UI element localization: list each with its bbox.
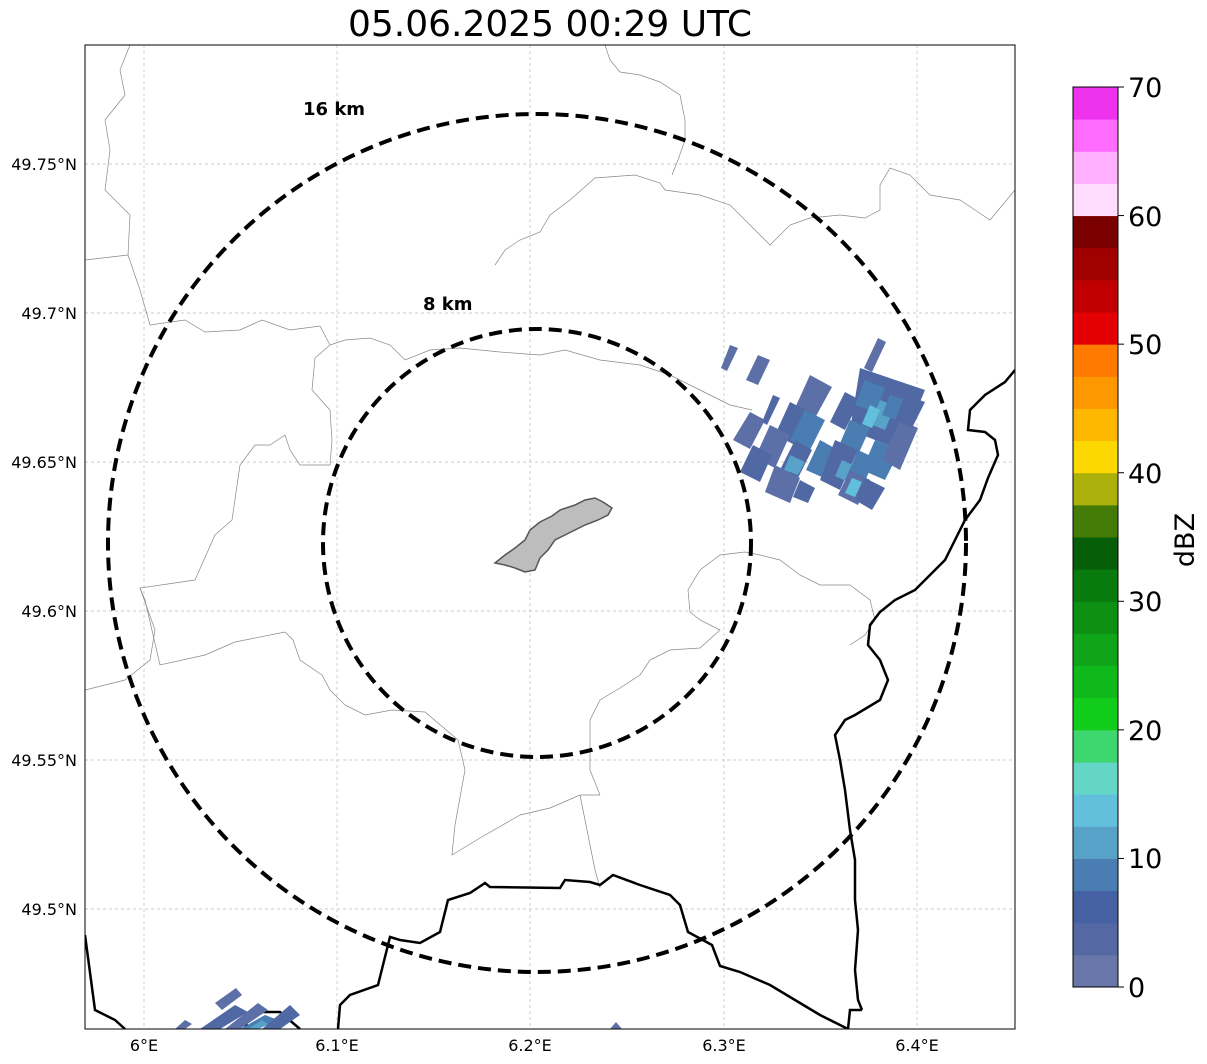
colorbar-segment [1073, 312, 1118, 345]
colorbar-segment [1073, 601, 1118, 634]
colorbar-segment [1073, 858, 1118, 892]
colorbar-tick-labels: 0 10 20 30 40 50 60 70 [1128, 73, 1162, 1004]
colorbar-segment [1073, 954, 1118, 988]
lon-tick-label: 6.3°E [702, 1036, 746, 1055]
colorbar-label: dBZ [1170, 513, 1201, 567]
radar-echoes-ne [721, 338, 925, 510]
colorbar-tick-label: 10 [1128, 844, 1162, 875]
colorbar-segment [1073, 890, 1118, 924]
colorbar-segment [1073, 537, 1118, 570]
chart-title: 05.06.2025 00:29 UTC [347, 4, 753, 45]
city-shape [493, 497, 613, 573]
colorbar-segment [1073, 665, 1118, 699]
colorbar-segment [1073, 151, 1118, 184]
colorbar-tick-label: 60 [1128, 202, 1162, 233]
colorbar-tick-label: 50 [1128, 330, 1162, 361]
colorbar-segment [1073, 440, 1118, 474]
range-ring-16km [106, 112, 968, 974]
colorbar-segment [1073, 504, 1118, 538]
gridlines [85, 45, 1015, 1029]
colorbar-segment [1073, 729, 1118, 763]
colorbar-segment [1073, 215, 1118, 249]
lat-tick-labels: 49.75°N 49.7°N 49.65°N 49.6°N 49.55°N 49… [11, 155, 77, 919]
colorbar-segment [1073, 826, 1118, 859]
lon-tick-labels: 6°E 6.1°E 6.2°E 6.3°E 6.4°E [130, 1036, 939, 1055]
colorbar-segment [1073, 279, 1118, 313]
colorbar-segment [1073, 697, 1118, 731]
colorbar-frame [1072, 86, 1119, 988]
colorbar-tick-label: 20 [1128, 716, 1162, 747]
lon-tick-label: 6.4°E [895, 1036, 939, 1055]
range-ring-label-16km: 16 km [303, 99, 365, 120]
colorbar-segment [1073, 762, 1118, 795]
range-ring-label-8km: 8 km [423, 294, 473, 315]
colorbar-segment [1073, 87, 1118, 120]
lon-tick-label: 6.1°E [315, 1036, 359, 1055]
colorbar-segment [1073, 794, 1118, 827]
colorbar-segment [1073, 119, 1118, 152]
colorbar-segment [1073, 408, 1118, 442]
lon-tick-label: 6.2°E [508, 1036, 552, 1055]
colorbar-tick-label: 40 [1128, 459, 1162, 490]
range-ring-8km [321, 327, 753, 759]
lat-tick-label: 49.75°N [11, 155, 77, 174]
colorbar [1073, 86, 1124, 988]
colorbar-segment [1073, 183, 1118, 217]
colorbar-tick-label: 30 [1128, 587, 1162, 618]
colorbar-segment [1073, 472, 1118, 506]
colorbar-segment [1073, 633, 1118, 667]
commune-boundaries [85, 45, 1015, 889]
colorbar-segment [1073, 922, 1118, 956]
lat-tick-label: 49.65°N [11, 453, 77, 472]
colorbar-tick-label: 0 [1128, 973, 1145, 1004]
lat-tick-label: 49.55°N [11, 751, 77, 770]
colorbar-segment [1073, 247, 1118, 281]
lon-tick-label: 6°E [130, 1036, 158, 1055]
lat-tick-label: 49.6°N [21, 602, 77, 621]
lat-tick-label: 49.7°N [21, 304, 77, 323]
lat-tick-label: 49.5°N [21, 900, 77, 919]
range-rings [106, 112, 968, 974]
colorbar-segment [1073, 344, 1118, 377]
colorbar-tick-label: 70 [1128, 73, 1162, 104]
colorbar-segment [1073, 569, 1118, 602]
colorbar-segment [1073, 376, 1118, 409]
radar-echoes-sw [175, 988, 622, 1029]
map-frame [84, 44, 1016, 1030]
